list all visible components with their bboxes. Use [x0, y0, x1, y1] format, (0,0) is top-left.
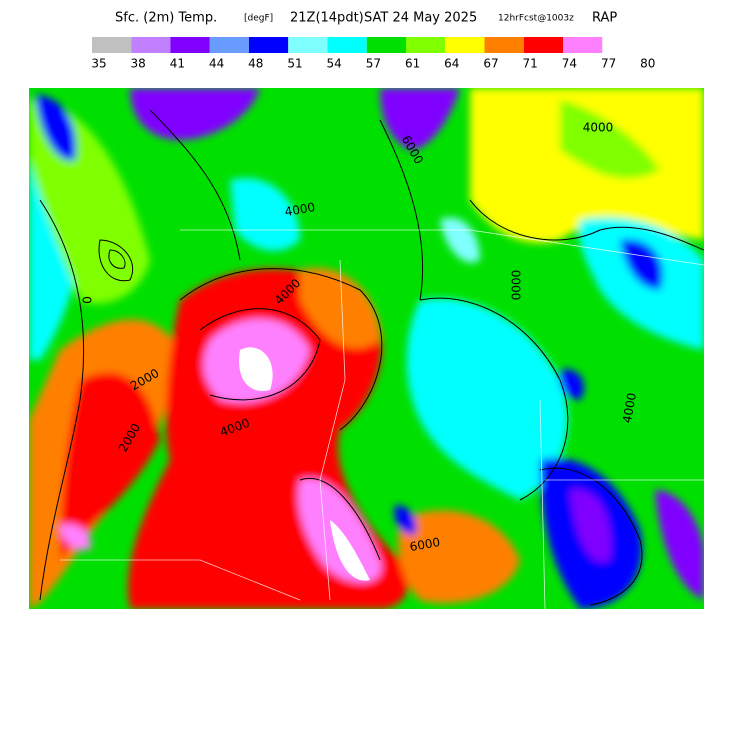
legend-swatch: [523, 37, 563, 53]
title-model: RAP: [592, 11, 617, 26]
contour-label: 6000: [409, 535, 442, 554]
title-valid: 21Z(14pdt): [290, 11, 364, 26]
legend-label: 41: [170, 57, 185, 71]
legend-swatch: [406, 37, 446, 53]
legend-swatch: [288, 37, 328, 53]
legend-label: 44: [209, 57, 224, 71]
contour-label: 0000: [509, 270, 523, 301]
contour-label: 4000: [284, 200, 317, 219]
legend-label: 35: [91, 57, 106, 71]
title-date: SAT 24 May 2025: [364, 11, 477, 26]
legend-swatch: [249, 37, 289, 53]
legend-swatch: [92, 37, 132, 53]
legend-swatch: [445, 37, 485, 53]
title-product: Sfc. (2m) Temp.: [115, 11, 217, 26]
color-legend: 35 38 41 44 48 51 54 57 61 64 67 71 74 77 80: [91, 37, 655, 71]
legend-label: 38: [131, 57, 146, 71]
legend-label: 54: [327, 57, 342, 71]
legend-swatch: [563, 37, 603, 53]
legend-label: 57: [366, 57, 381, 71]
title-units: [degF]: [244, 14, 273, 24]
legend-label: 67: [483, 57, 498, 71]
legend-label: 71: [523, 57, 538, 71]
contour-label: 4000: [583, 121, 614, 135]
legend-label: 48: [248, 57, 263, 71]
title: Sfc. (2m) Temp. [degF] 21Z(14pdt) SAT 24…: [115, 11, 617, 26]
legend-label: 74: [562, 57, 577, 71]
legend-label: 77: [601, 57, 616, 71]
title-forecast: 12hrFcst@1003z: [498, 14, 574, 24]
contour-label: 4000: [620, 392, 639, 425]
legend-swatch: [209, 37, 249, 53]
legend-label: 80: [640, 57, 655, 71]
legend-label: 64: [444, 57, 459, 71]
legend-swatch: [170, 37, 210, 53]
legend-swatch: [327, 37, 367, 53]
legend-swatch: [366, 37, 406, 53]
legend-label: 61: [405, 57, 420, 71]
legend-swatch: [131, 37, 171, 53]
contour-label: 0: [80, 296, 94, 304]
legend-swatch: [484, 37, 524, 53]
legend-label: 51: [287, 57, 302, 71]
